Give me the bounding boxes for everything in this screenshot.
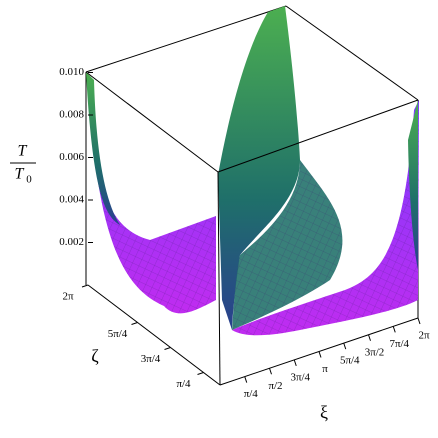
z-label-subscript: 0 <box>26 174 32 186</box>
x-tick-label: 7π/4 <box>389 338 409 350</box>
x-tick <box>392 326 396 333</box>
x-tick <box>269 368 272 375</box>
z-tick-label: 0.002 <box>59 236 84 248</box>
box-front <box>85 71 419 386</box>
x-tick <box>244 376 248 383</box>
z-tick-label: 0.010 <box>59 66 84 78</box>
z-tick-label: 0.006 <box>59 151 84 163</box>
x-tick-label: π/4 <box>244 388 259 400</box>
surface <box>86 6 419 336</box>
y-tick-label: 2π <box>62 291 74 303</box>
x-tick <box>417 317 421 325</box>
y-label: ζ <box>91 346 99 366</box>
x-tick-label: 3π/4 <box>290 371 310 383</box>
y-tick-label: 3π/4 <box>141 353 161 365</box>
x-tick <box>318 351 322 358</box>
y-tick-label: π/4 <box>176 378 191 390</box>
y-tick <box>197 372 204 375</box>
z-label-denominator: T <box>15 166 25 183</box>
x-tick-label: 3π/2 <box>365 346 385 358</box>
x-tick <box>293 359 297 367</box>
z-label-numerator: T <box>18 143 28 160</box>
z-tick-label: 0.008 <box>59 109 84 121</box>
x-label: ξ <box>320 402 328 422</box>
x-tick <box>368 334 371 341</box>
x-tick-label: π/2 <box>268 380 282 392</box>
y-tick <box>164 347 171 350</box>
x-tick-label: 5π/4 <box>340 355 360 367</box>
x-tick-label: π <box>322 363 328 375</box>
x-tick <box>343 342 347 350</box>
x-tick-label: 2π <box>418 330 430 342</box>
y-tick-label: 5π/4 <box>108 328 128 340</box>
y-tick <box>131 322 138 325</box>
y-tick <box>81 284 89 288</box>
z-tick-label: 0.004 <box>59 194 84 206</box>
